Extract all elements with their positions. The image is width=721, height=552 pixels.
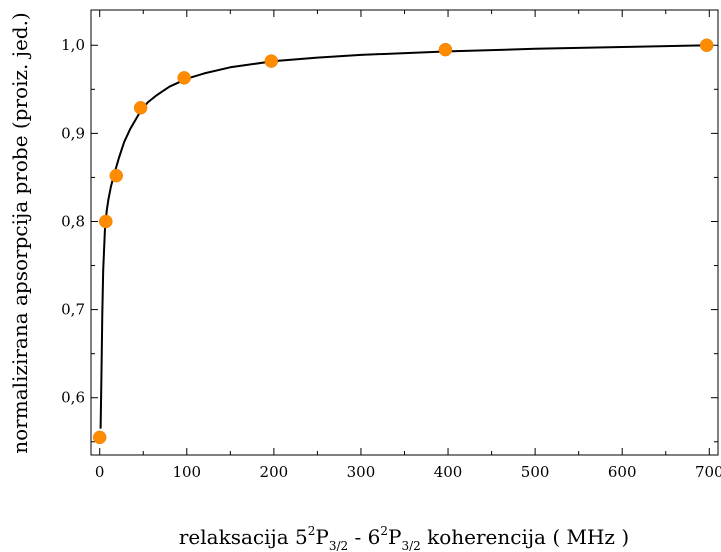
y-axis-ticks: 0,6 0,7 0,8 0,9 1,0 [61,36,718,443]
x-axis-title-sub-2: 3/2 [401,539,420,552]
data-point [109,168,124,183]
y-tick-label: 1,0 [61,36,85,54]
x-tick-label: 200 [260,463,289,481]
fit-curve [99,44,710,429]
x-axis-ticks: 0 100 200 300 400 500 600 700 [95,10,721,481]
data-point [133,101,148,115]
data-point [438,42,453,57]
x-axis-title-part-1: relaksacija 5 [179,525,308,549]
x-tick-label: 300 [347,463,376,481]
x-axis-title-part-3: - 6 [348,525,380,549]
data-point [264,54,279,68]
y-tick-label: 0,8 [61,212,85,230]
data-points-layer [92,38,714,445]
y-tick-label: 0,9 [61,124,85,142]
y-tick-label: 0,6 [61,389,85,407]
x-axis-title-sup-2: 2 [380,524,388,538]
x-tick-label: 700 [695,463,721,481]
x-axis-title: relaksacija 52P3/2 - 62P3/2 koherencija … [179,524,629,552]
x-tick-label: 100 [172,463,201,481]
fit-curve-layer [99,44,710,429]
data-point [177,71,191,85]
x-tick-label: 400 [434,463,463,481]
y-tick-label: 0,7 [61,301,85,319]
x-axis-title-sup-1: 2 [308,524,316,538]
x-axis-title-part-4: P [388,525,401,549]
x-axis-title-part-2: P [315,525,328,549]
x-axis-title-part-5: koherencija ( MHz ) [421,525,629,549]
data-point [92,430,107,445]
x-tick-label: 500 [521,463,550,481]
x-axis-title-sub-1: 3/2 [329,539,348,552]
data-point [99,214,113,229]
data-point [699,38,714,52]
x-tick-label: 0 [95,463,105,481]
y-axis-title: normalizirana apsorpcija probe (proiz. j… [8,12,32,453]
x-tick-label: 600 [608,463,637,481]
